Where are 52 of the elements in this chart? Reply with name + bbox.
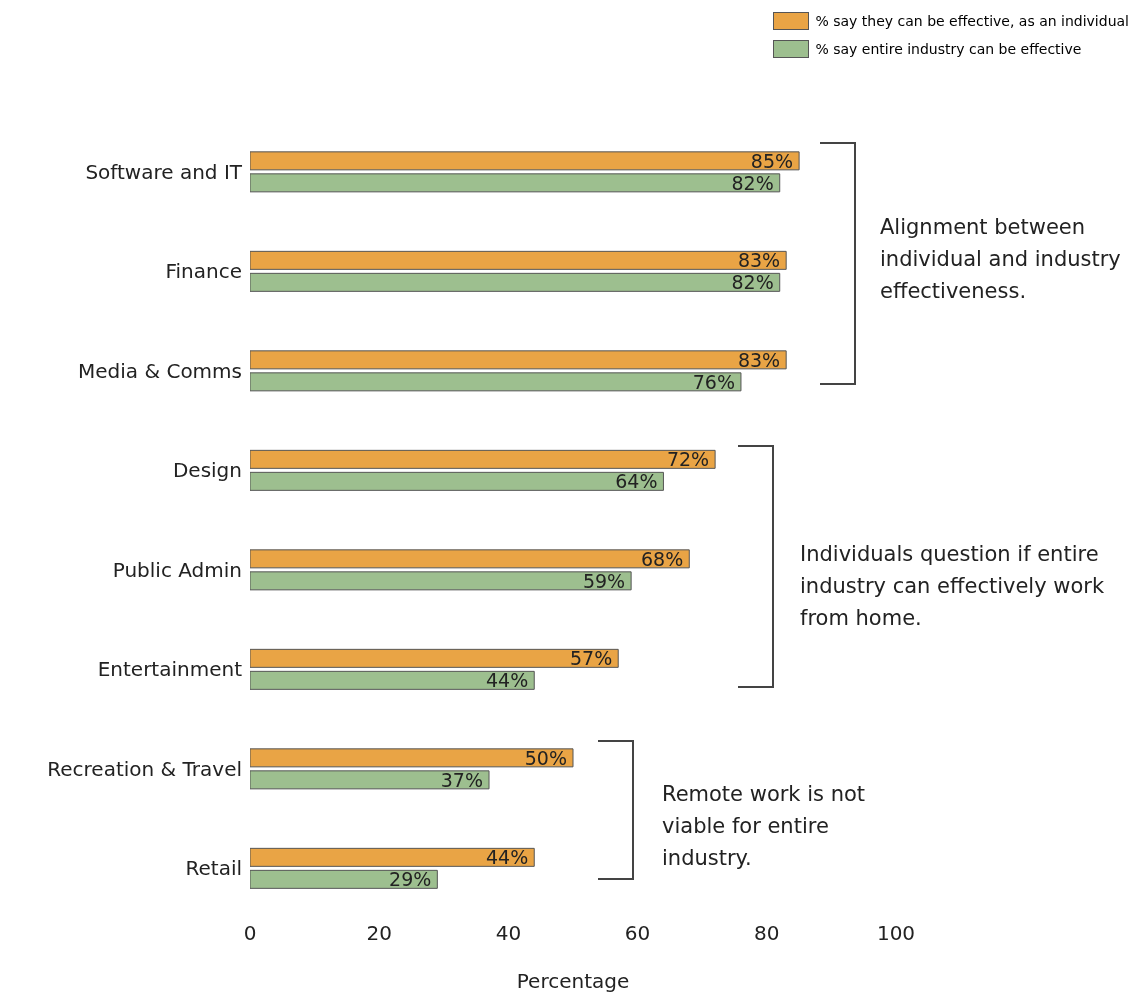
data-label: 82% <box>731 171 774 194</box>
legend-label: % say entire industry can be effective <box>815 41 1082 57</box>
x-tick-label: 80 <box>754 921 780 946</box>
data-label: 83% <box>737 348 781 371</box>
annotation: Alignment between individual and industry effectiveness. <box>880 214 1122 305</box>
data-label: 76% <box>692 370 735 393</box>
data-label: 85% <box>750 149 794 172</box>
data-label: 64% <box>615 470 658 493</box>
x-tick-label: 100 <box>876 921 916 946</box>
annotation: Remote work is not viable for entire industry. <box>662 781 867 872</box>
bar <box>250 748 574 768</box>
bar <box>250 272 781 292</box>
x-tick-label: 60 <box>624 921 651 946</box>
y-tick-label: Design <box>172 458 242 483</box>
bar <box>250 648 619 668</box>
bar <box>250 549 690 569</box>
data-label: 29% <box>389 868 432 891</box>
data-label: 44% <box>486 846 529 869</box>
data-label: 44% <box>486 669 529 692</box>
data-label: 68% <box>641 547 684 570</box>
data-label: 82% <box>731 271 774 294</box>
data-label: 37% <box>440 768 484 791</box>
bar <box>250 250 787 270</box>
bar <box>250 350 787 370</box>
y-tick-label: Public Admin <box>112 557 242 582</box>
data-label: 59% <box>582 569 626 592</box>
y-tick-label: Software and IT <box>85 159 243 184</box>
y-tick-label: Media & Comms <box>78 358 242 383</box>
y-tick-label: Retail <box>185 856 242 881</box>
data-label: 83% <box>737 249 781 272</box>
bar <box>250 372 742 392</box>
bar <box>250 449 716 469</box>
bar <box>250 571 632 591</box>
x-tick-label: 20 <box>366 921 392 946</box>
bar <box>250 670 535 690</box>
bar <box>250 847 535 867</box>
bar <box>250 770 490 790</box>
x-tick-label: 40 <box>495 921 522 946</box>
bar <box>250 173 781 193</box>
x-axis-title: Percentage <box>516 969 630 993</box>
annotation: Individuals question if entire industry can effectively work from home. <box>800 541 1106 632</box>
data-label: 50% <box>524 746 567 769</box>
data-label: 57% <box>569 647 613 670</box>
y-tick-label: Finance <box>165 259 242 284</box>
legend-label: % say they can be effective, as an individual <box>815 13 1129 29</box>
y-tick-label: Recreation & Travel <box>47 756 242 781</box>
data-label: 72% <box>666 448 710 471</box>
bar <box>250 151 800 171</box>
bar <box>250 471 664 491</box>
bar <box>250 869 438 889</box>
y-tick-label: Entertainment <box>97 657 243 682</box>
x-tick-label: 0 <box>243 921 257 946</box>
